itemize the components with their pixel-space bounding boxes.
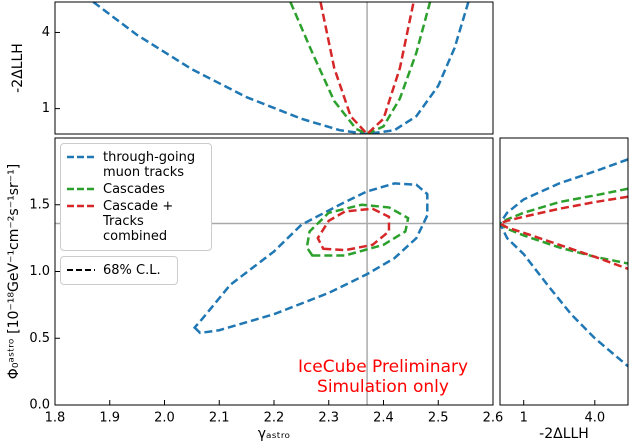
plot-area — [55, 138, 493, 405]
legend-swatch — [67, 269, 95, 271]
x-axis-label: γₐₛₜᵣₒ — [258, 426, 291, 442]
axes-frame — [499, 137, 629, 406]
contour — [305, 203, 410, 257]
legend-label: Cascades — [103, 182, 165, 197]
annotation: IceCube Preliminary — [298, 357, 468, 377]
legend: through-going muon tracks Cascades Cascade… — [60, 143, 212, 251]
y-axis-label: -2ΔLLH — [10, 43, 26, 93]
y-tick-label: 0.0 — [29, 398, 50, 413]
profile-line — [500, 158, 628, 368]
legend: 68% C.L. — [60, 256, 178, 285]
legend-swatch — [67, 155, 95, 159]
y-tick-label: 4 — [42, 25, 50, 40]
legend-swatch — [67, 187, 95, 191]
x-tick-label: 2.0 — [154, 411, 175, 426]
x-tick-label: 2.6 — [483, 411, 504, 426]
legend-label: Cascade + Tracks combined — [103, 199, 174, 244]
y-tick-label: 1.5 — [29, 197, 50, 212]
y-tick-label: 0.5 — [29, 331, 50, 346]
legend-swatch — [67, 204, 95, 208]
legend-label: 68% C.L. — [103, 263, 161, 278]
axes-frame — [54, 1, 494, 135]
x-tick-label: 2.5 — [428, 411, 449, 426]
plot-area — [92, 2, 470, 134]
profile-line — [319, 2, 415, 134]
profile-line — [92, 2, 470, 134]
contour — [316, 207, 391, 252]
legend-item: Cascade + Tracks combined — [67, 199, 205, 244]
annotation: Simulation only — [317, 377, 449, 397]
legend-label: through-going muon tracks — [103, 150, 196, 180]
legend-item: Cascades — [67, 182, 205, 197]
x-tick-label: 2.1 — [209, 411, 230, 426]
plot-area — [500, 158, 628, 368]
x-tick-label: 2.4 — [373, 411, 394, 426]
x-tick-label: 1.8 — [45, 411, 66, 426]
y-tick-label: 1.0 — [29, 264, 50, 279]
profile-line — [500, 195, 628, 271]
legend-item: through-going muon tracks — [67, 150, 205, 180]
x-tick-label: 2.2 — [264, 411, 285, 426]
x-axis-label: -2ΔLLH — [539, 426, 589, 442]
x-tick-label: 1 — [520, 411, 528, 426]
x-tick-label: 1.9 — [99, 411, 120, 426]
contour — [192, 182, 429, 335]
x-tick-label: 4.0 — [584, 411, 605, 426]
y-axis-label: Φ₀ᵃˢᵗʳᵒ [10⁻¹⁸GeV⁻¹cm⁻²s⁻¹sr⁻¹] — [6, 164, 22, 379]
y-tick-label: 1 — [42, 101, 50, 116]
profile-line — [500, 187, 628, 265]
profile-line — [289, 2, 432, 134]
legend-item: 68% C.L. — [67, 263, 171, 278]
x-tick-label: 2.3 — [318, 411, 339, 426]
